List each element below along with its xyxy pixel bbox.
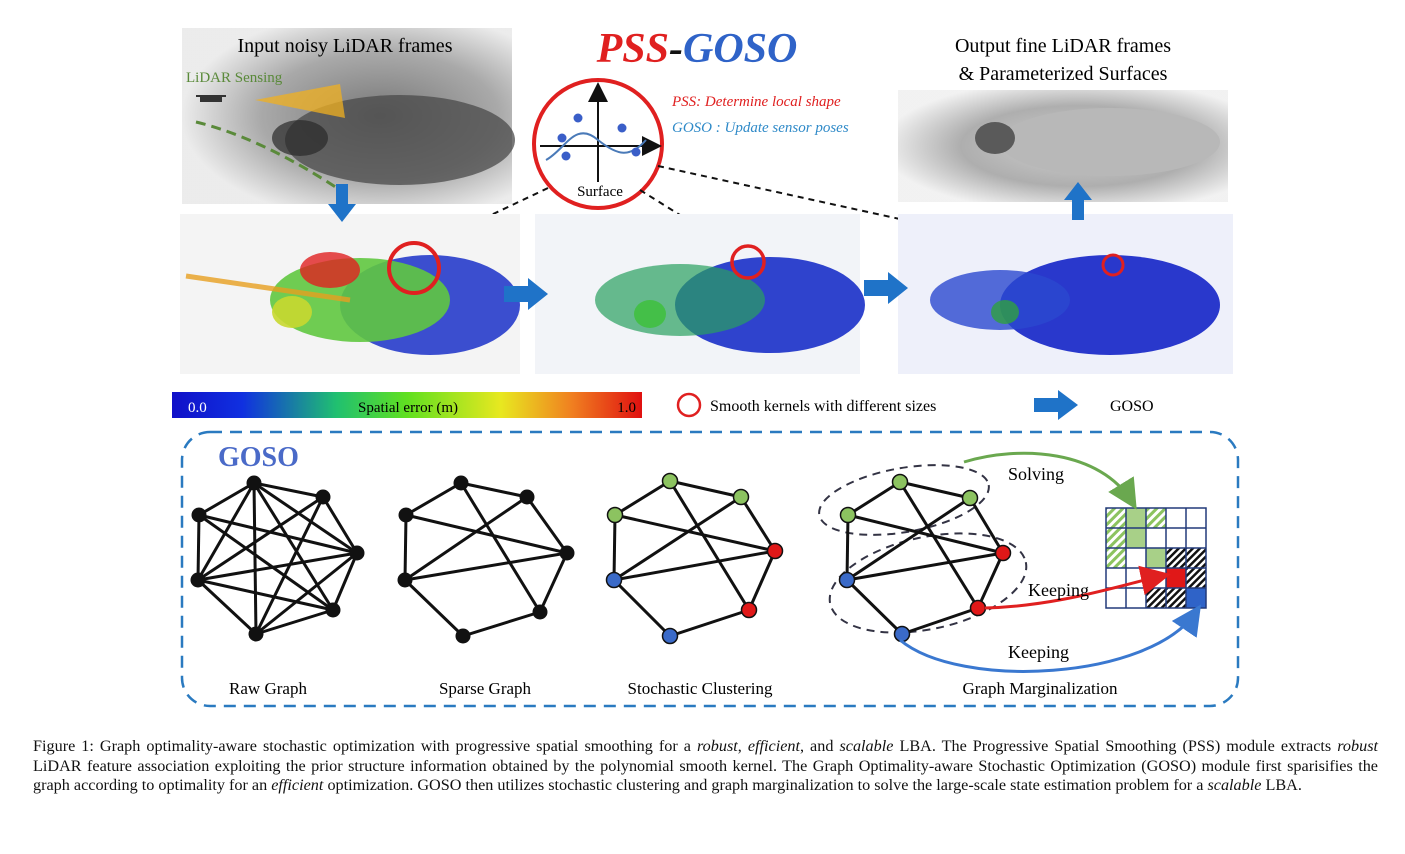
- input-noisy-frame-panel: [182, 28, 515, 204]
- legend-circle-icon: [676, 392, 702, 418]
- goso-box: [180, 430, 1240, 708]
- output-frames-label-line2: & Parameterized Surfaces: [959, 63, 1168, 85]
- caption-text: , and: [799, 737, 840, 755]
- error-colorbar: [172, 392, 642, 418]
- goso-box-title: GOSO: [218, 442, 299, 473]
- surface-kernel-diagram: [532, 78, 664, 210]
- keeping-blue-arrow: [899, 604, 1202, 673]
- figure-title: PSS-GOSO: [596, 26, 798, 72]
- legend-circle-label: Smooth kernels with different sizes: [710, 398, 936, 415]
- arrow-right-icon: [864, 272, 908, 304]
- lidar-sensing-label: LiDAR Sensing: [186, 70, 283, 86]
- caption-text: Figure 1: Graph optimality-aware stochas…: [33, 737, 697, 755]
- input-frames-label: Input noisy LiDAR frames: [238, 35, 453, 57]
- cluster-ellipse-mixed: [828, 532, 1028, 634]
- goso-note: GOSO : Update sensor poses: [672, 120, 849, 136]
- graph-label-clustering: Stochastic Clustering: [628, 679, 773, 698]
- clustered-graph-nodes: [605, 472, 784, 645]
- lidar-beam-wedge: [255, 84, 345, 118]
- caption-emph: robust: [696, 737, 738, 755]
- error-frame-3: [898, 214, 1233, 374]
- colorbar-label: Spatial error (m): [358, 400, 458, 416]
- keeping-red-arrow: [984, 565, 1171, 610]
- drone-icon: [196, 95, 226, 102]
- polynomial-curve: [545, 132, 647, 161]
- clustered-graph: [612, 479, 777, 638]
- caption-text: LiDAR feature association exploiting the…: [33, 756, 1378, 795]
- marginalization-matrix: [1105, 507, 1207, 609]
- caption-emph: scalable: [1207, 776, 1262, 794]
- caption-emph: robust: [1337, 737, 1378, 755]
- caption-emph: scalable: [839, 737, 894, 755]
- raw-graph: [196, 481, 359, 636]
- graph-label-raw: Raw Graph: [229, 679, 307, 698]
- title-goso: GOSO: [683, 26, 797, 72]
- legend-arrow-icon: [1034, 390, 1078, 420]
- caption-text: ,: [737, 737, 748, 755]
- surface-label: Surface: [577, 184, 623, 200]
- pss-note: PSS: Determine local shape: [671, 94, 841, 110]
- output-frames-label-line1: Output fine LiDAR frames: [955, 35, 1171, 57]
- output-fine-frame-panel: [898, 90, 1228, 202]
- raw-graph-nodes: [190, 475, 365, 642]
- caption-text: LBA. The Progressive Spatial Smoothing (…: [893, 737, 1338, 755]
- colorbar-min: 0.0: [188, 400, 207, 416]
- arrow-right-icon: [504, 278, 548, 310]
- large-kernel-circle: [387, 241, 441, 295]
- marginalized-graph: [818, 464, 1028, 643]
- flow-arrows: [328, 182, 1092, 310]
- small-kernel-circle: [1101, 253, 1125, 277]
- title-dash: -: [669, 26, 683, 72]
- figure-caption: Figure 1: Graph optimality-aware stochas…: [33, 737, 1378, 796]
- sparse-graph: [403, 481, 569, 638]
- solving-label: Solving: [1008, 464, 1064, 484]
- caption-emph: efficient: [747, 737, 800, 755]
- error-frame-1: [180, 214, 520, 374]
- title-pss: PSS: [596, 26, 669, 72]
- keeping-blue-label: Keeping: [1008, 642, 1069, 662]
- cluster-ellipse-green: [818, 464, 990, 536]
- medium-kernel-circle: [730, 244, 766, 280]
- graph-label-sparse: Sparse Graph: [439, 679, 532, 698]
- graph-label-marginalization: Graph Marginalization: [962, 679, 1118, 698]
- sensor-trajectory: [195, 120, 341, 192]
- figure-canvas: Input noisy LiDAR frames LiDAR Sensing O…: [172, 26, 1240, 708]
- arrow-up-icon: [1064, 182, 1092, 220]
- solving-arrow: [963, 451, 1137, 510]
- arrow-down-icon: [328, 184, 356, 222]
- caption-text: optimization. GOSO then utilizes stochas…: [323, 776, 1208, 794]
- caption-text: LBA.: [1261, 776, 1302, 794]
- caption-emph: efficient: [271, 776, 324, 794]
- error-frame-2: [535, 214, 865, 374]
- keeping-red-label: Keeping: [1028, 580, 1089, 600]
- colorbar-max: 1.0: [617, 400, 636, 416]
- legend-arrow-label: GOSO: [1110, 398, 1154, 415]
- sparse-graph-nodes: [397, 475, 575, 644]
